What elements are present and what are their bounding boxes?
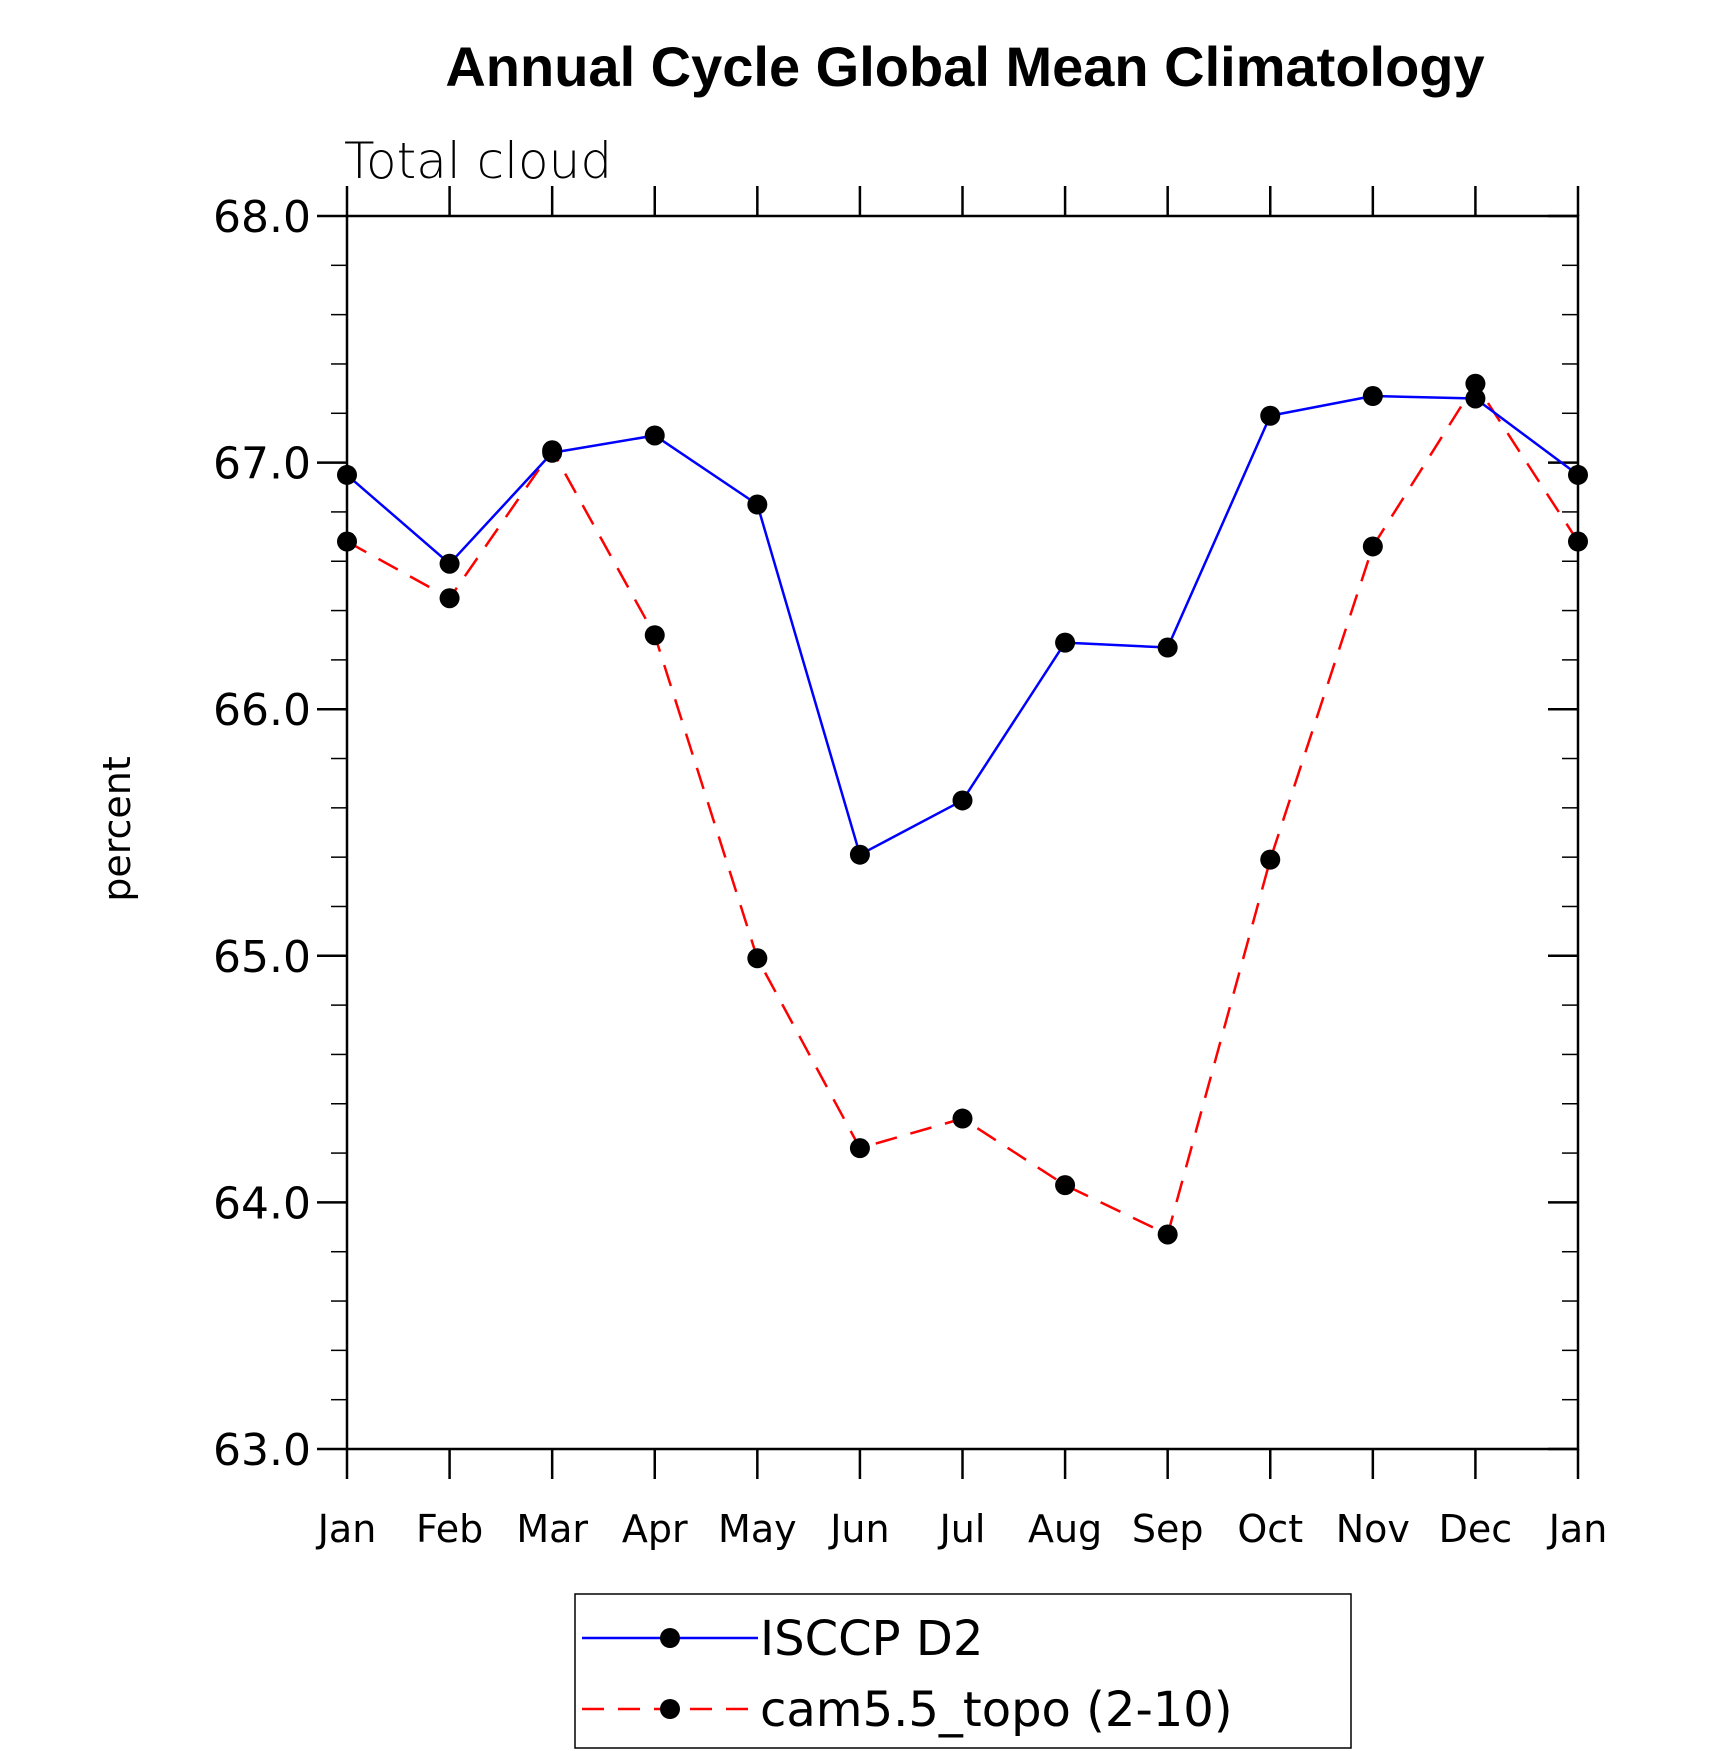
y-tick-labels: 63.0 64.0 65.0 66.0 67.0 68.0 xyxy=(213,192,311,1476)
data-point-isccp-d2 xyxy=(1465,388,1486,409)
legend: ISCCP D2 cam5.5_topo (2-10) xyxy=(574,1593,1352,1749)
data-point-cam5-5-topo xyxy=(1362,536,1383,557)
y-tick-label: 64.0 xyxy=(213,1178,311,1229)
y-tick-label: 63.0 xyxy=(213,1425,311,1476)
data-point-cam5-5-topo xyxy=(952,1108,973,1129)
y-tick-label: 65.0 xyxy=(213,932,311,983)
y-tick-label: 67.0 xyxy=(213,439,311,490)
x-tick-label: Jan xyxy=(316,1507,377,1551)
legend-box xyxy=(574,1593,1352,1749)
data-point-cam5-5-topo xyxy=(644,625,665,646)
data-point-isccp-d2 xyxy=(952,790,973,811)
x-tick-label: Jan xyxy=(1547,1507,1608,1551)
x-tick-label: May xyxy=(718,1507,797,1551)
data-point-isccp-d2 xyxy=(542,442,563,463)
x-tick-label: Jul xyxy=(938,1507,986,1551)
x-tick-label: Sep xyxy=(1132,1507,1204,1551)
data-point-cam5-5-topo xyxy=(1568,531,1588,552)
data-point-cam5-5-topo xyxy=(1465,373,1486,394)
x-tick-label: Apr xyxy=(622,1507,688,1551)
data-point-cam5-5-topo xyxy=(1055,1175,1076,1196)
data-point-cam5-5-topo xyxy=(1260,849,1281,870)
x-tick-label: Jun xyxy=(828,1507,889,1551)
series-line-isccp-d2 xyxy=(346,394,1579,856)
data-point-isccp-d2 xyxy=(337,464,357,485)
y-tick-label: 68.0 xyxy=(213,192,311,243)
data-point-isccp-d2 xyxy=(849,844,870,865)
legend-marker-isccp xyxy=(660,1628,680,1648)
data-point-isccp-d2 xyxy=(1362,386,1383,407)
x-tick-label: Feb xyxy=(416,1507,483,1551)
data-point-isccp-d2 xyxy=(1260,405,1281,426)
legend-marker-cam xyxy=(660,1699,680,1719)
x-tick-label: Dec xyxy=(1439,1507,1513,1551)
data-point-cam5-5-topo xyxy=(439,588,460,609)
x-tick-label: Aug xyxy=(1028,1507,1102,1551)
data-point-isccp-d2 xyxy=(644,425,665,446)
data-point-isccp-d2 xyxy=(747,494,768,515)
data-point-cam5-5-topo xyxy=(849,1138,870,1159)
x-tick-label: Mar xyxy=(516,1507,588,1551)
x-tick-labels: Jan Feb Mar Apr May Jun Jul Aug Sep Oct Nov Dec Jan xyxy=(316,1507,1608,1551)
data-point-isccp-d2 xyxy=(1568,464,1588,485)
data-point-cam5-5-topo xyxy=(337,531,357,552)
legend-label-isccp: ISCCP D2 xyxy=(760,1611,983,1667)
legend-label-cam: cam5.5_topo (2-10) xyxy=(760,1682,1233,1738)
chart-subtitle: Total cloud xyxy=(344,132,612,190)
data-point-isccp-d2 xyxy=(1157,637,1178,658)
plot-area xyxy=(345,214,1580,1451)
series-layer xyxy=(337,373,1588,1245)
data-point-isccp-d2 xyxy=(439,553,460,574)
data-point-cam5-5-topo xyxy=(747,948,768,969)
y-tick-label: 66.0 xyxy=(213,685,311,736)
data-point-isccp-d2 xyxy=(1055,632,1076,653)
x-tick-label: Nov xyxy=(1336,1507,1410,1551)
y-axis-label: percent xyxy=(95,756,139,902)
axis-ticks xyxy=(317,186,1580,1479)
data-point-cam5-5-topo xyxy=(1157,1224,1178,1245)
x-tick-label: Oct xyxy=(1237,1507,1303,1551)
chart-title: Annual Cycle Global Mean Climatology xyxy=(445,35,1484,98)
